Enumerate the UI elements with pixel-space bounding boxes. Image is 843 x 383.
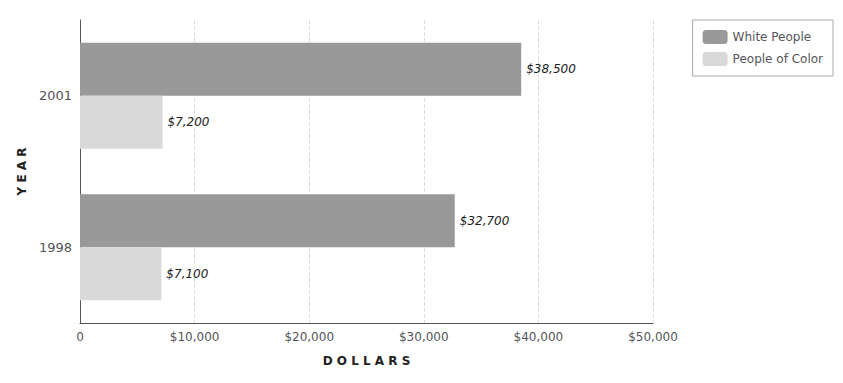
svg-text:$7,200: $7,200	[168, 115, 210, 129]
svg-text:D O L L A R S: D O L L A R S	[323, 354, 411, 368]
svg-text:$30,000: $30,000	[399, 330, 449, 344]
svg-text:$10,000: $10,000	[170, 330, 220, 344]
svg-text:$7,100: $7,100	[166, 267, 208, 281]
svg-text:0: 0	[76, 330, 84, 344]
svg-text:White People: White People	[733, 30, 812, 44]
svg-text:People of Color: People of Color	[733, 52, 823, 66]
svg-text:$50,000: $50,000	[628, 330, 678, 344]
svg-text:$40,000: $40,000	[514, 330, 564, 344]
svg-text:$20,000: $20,000	[284, 330, 334, 344]
svg-text:Y E A R: Y E A R	[15, 148, 29, 197]
svg-text:1998: 1998	[39, 240, 72, 255]
svg-text:$38,500: $38,500	[526, 62, 576, 76]
svg-text:$32,700: $32,700	[460, 214, 510, 228]
svg-text:2001: 2001	[39, 88, 72, 103]
